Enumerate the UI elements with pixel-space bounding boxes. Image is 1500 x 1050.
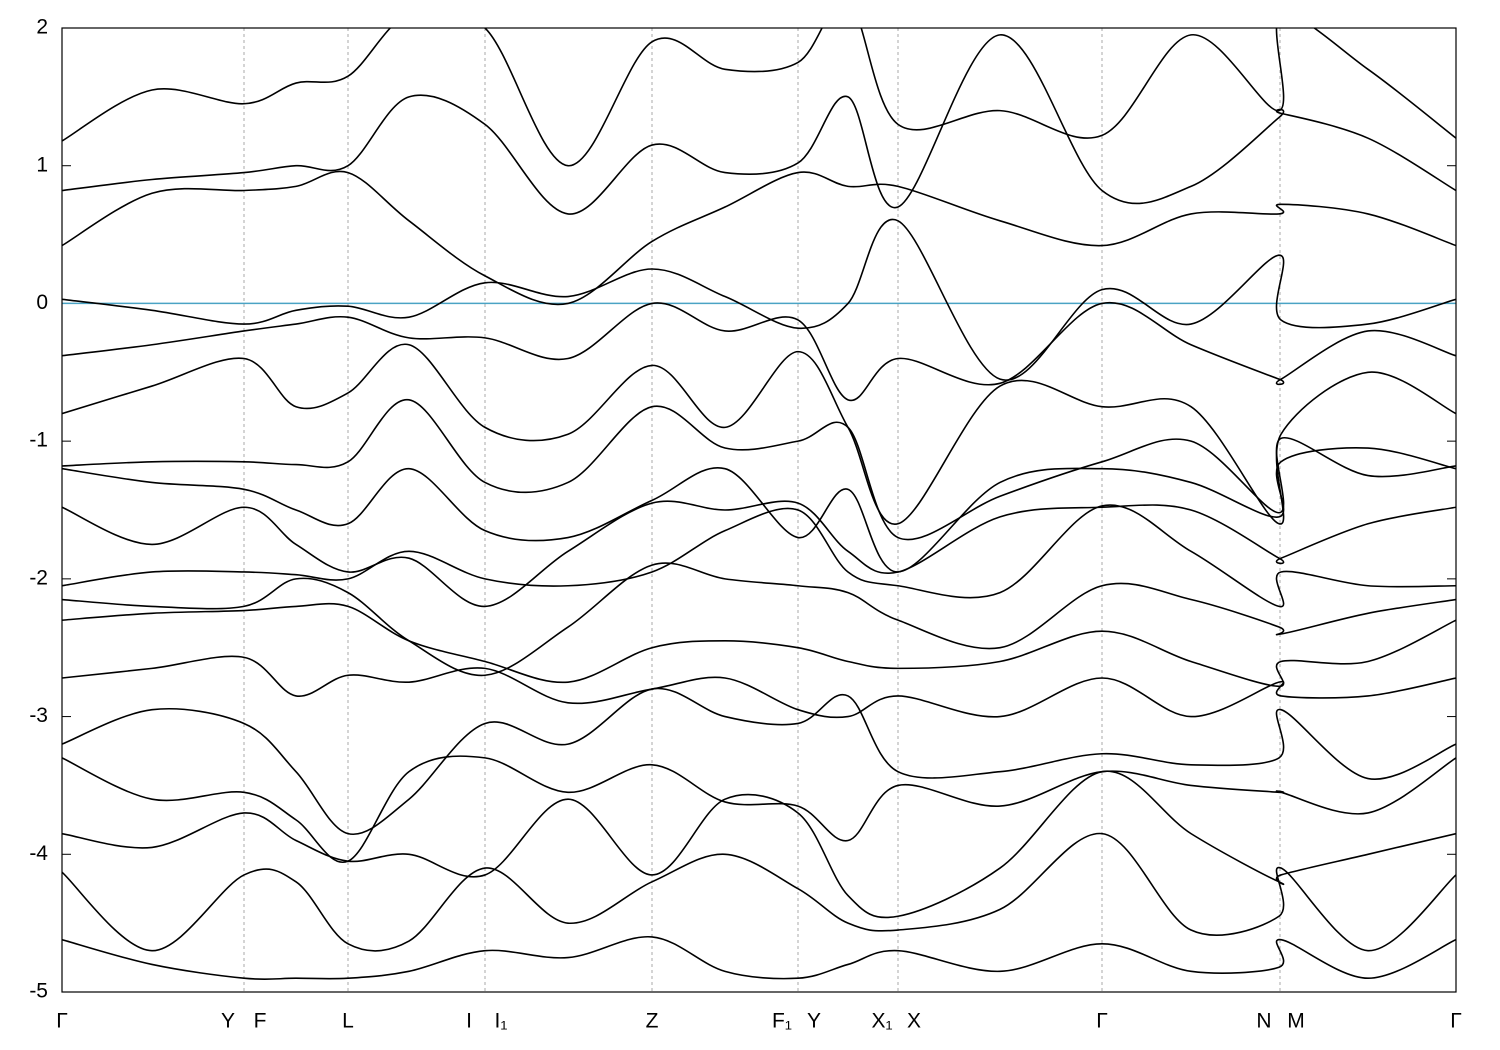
band-line: [62, 770, 1456, 919]
x-tick-label: Z: [646, 1010, 659, 1033]
band-line: [62, 755, 1456, 864]
band-line: [62, 936, 1456, 981]
band-line: [62, 399, 1456, 541]
band-line: [62, 447, 1456, 573]
x-tick-label: F₁: [772, 1010, 792, 1033]
y-tick-label: 1: [36, 153, 48, 176]
x-tick-label: Γ: [56, 1010, 68, 1033]
y-tick-label: -1: [29, 429, 48, 452]
band-line: [62, 562, 1456, 677]
x-tick-label: X₁: [871, 1010, 892, 1033]
x-tick-label: X: [907, 1010, 921, 1033]
band-line: [62, 832, 1456, 952]
y-tick-label: -3: [29, 704, 48, 727]
band-line: [62, 343, 1456, 525]
band-line: [62, 170, 1456, 306]
plot-frame: [61, 27, 1457, 993]
band-line: [62, 301, 1456, 402]
x-tick-label: Y: [807, 1010, 821, 1033]
band-line: [62, 602, 1456, 688]
band-line: [62, 687, 1456, 836]
x-tick-label: Y: [221, 1010, 235, 1033]
x-tick-label: Γ: [1450, 1010, 1462, 1033]
band-line: [62, 218, 1456, 381]
band-line: [62, 28, 1456, 167]
x-tick-label: Γ: [1096, 1010, 1108, 1033]
y-tick-label: -5: [29, 980, 48, 1003]
x-tick-label: I: [466, 1010, 472, 1033]
x-tick-label: I₁: [495, 1010, 508, 1033]
band-line: [62, 34, 1456, 215]
y-tick-label: 0: [36, 291, 48, 314]
y-tick-label: -4: [29, 842, 48, 865]
x-tick-label: L: [342, 1010, 354, 1033]
y-tick-label: 2: [36, 16, 48, 39]
x-tick-label: F: [254, 1010, 267, 1033]
y-tick-label: -2: [29, 566, 48, 589]
band-line: [62, 655, 1456, 719]
plot-area: [62, 28, 1456, 981]
band-line: [62, 504, 1456, 608]
band-line: [62, 500, 1456, 608]
x-tick-label: M: [1287, 1010, 1305, 1033]
x-tick-label: N: [1256, 1010, 1271, 1033]
